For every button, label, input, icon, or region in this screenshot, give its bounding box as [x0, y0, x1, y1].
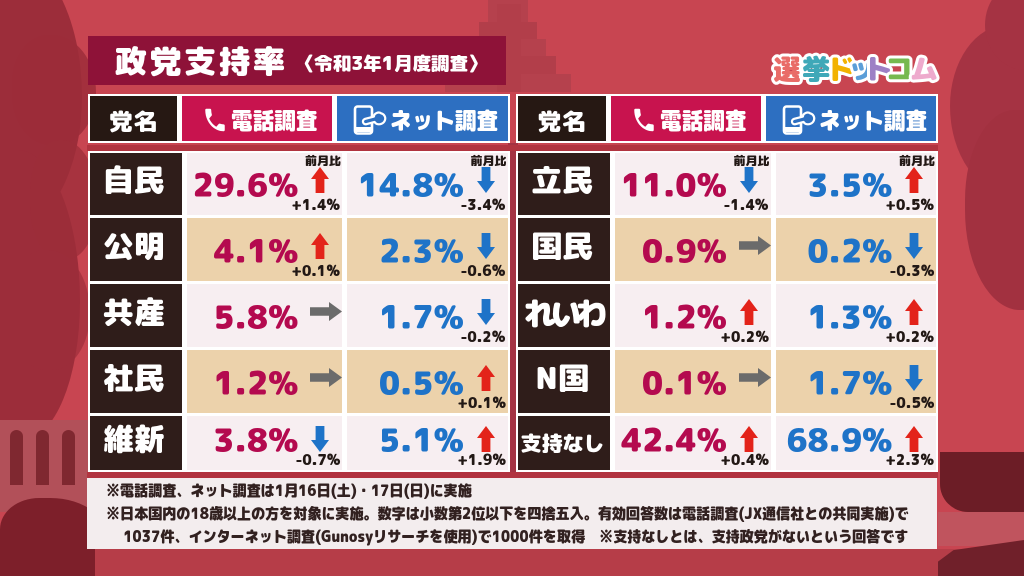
svg-text:ム: ム — [910, 49, 938, 88]
svg-text:コ: コ — [885, 49, 913, 88]
svg-text:挙: 挙 — [802, 49, 830, 88]
svg-text:選: 選 — [773, 49, 801, 88]
svg-text:ッ: ッ — [847, 49, 875, 88]
svg-text:ド: ド — [827, 49, 855, 88]
svg-text:ト: ト — [864, 49, 892, 88]
